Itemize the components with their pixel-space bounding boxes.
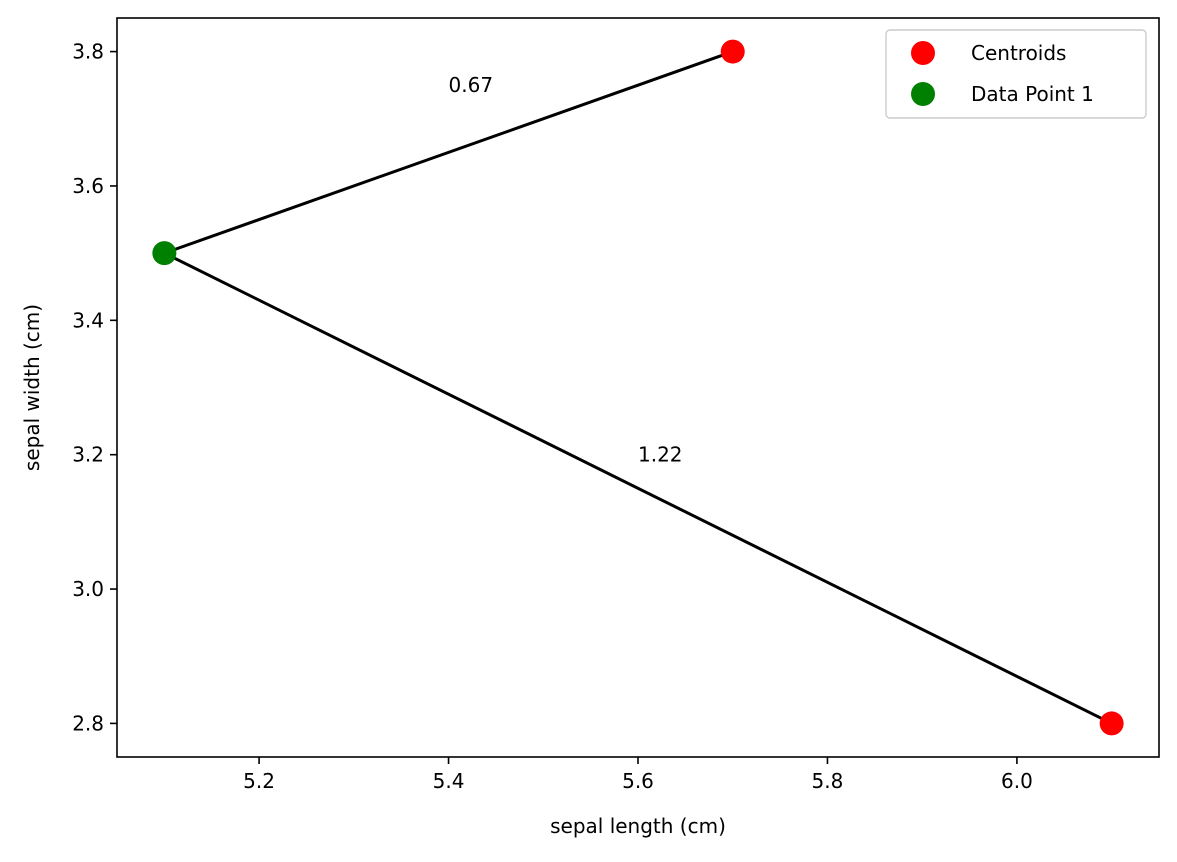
y-tick-label: 2.8: [72, 711, 104, 735]
distance-annotation-2: 1.22: [638, 443, 683, 467]
y-tick-label: 3.8: [72, 40, 104, 64]
x-axis-label: sepal length (cm): [550, 814, 726, 838]
distance-line-2: [163, 251, 1113, 725]
y-tick-label: 3.0: [72, 577, 104, 601]
legend-label: Centroids: [971, 41, 1066, 65]
legend-marker: [911, 41, 935, 65]
distance-line-1: [163, 50, 734, 255]
legend-box: [885, 29, 1147, 119]
y-tick-label: 3.2: [72, 443, 104, 467]
data-points: [152, 39, 1124, 736]
y-axis-ticks: 2.8 3.0 3.2 3.4 3.6 3.8: [72, 40, 117, 735]
distance-annotation-1: 0.67: [449, 73, 494, 97]
distance-lines: [163, 50, 1113, 725]
x-tick-label: 6.0: [1001, 769, 1033, 793]
centroid-point-2: [1099, 711, 1124, 736]
legend-marker: [911, 82, 935, 106]
y-tick-label: 3.6: [72, 174, 104, 198]
x-tick-label: 5.8: [812, 769, 844, 793]
distance-annotations: 0.67 1.22: [449, 73, 683, 467]
data-point-1: [152, 241, 177, 266]
x-tick-label: 5.6: [622, 769, 654, 793]
legend-label: Data Point 1: [971, 82, 1094, 106]
legend: Centroids Data Point 1: [885, 29, 1147, 119]
centroid-point-1: [720, 39, 745, 64]
x-tick-label: 5.4: [433, 769, 465, 793]
x-axis-ticks: 5.2 5.4 5.6 5.8 6.0: [243, 757, 1033, 793]
y-axis-label: sepal width (cm): [20, 304, 44, 471]
x-tick-label: 5.2: [243, 769, 275, 793]
y-tick-label: 3.4: [72, 308, 104, 332]
